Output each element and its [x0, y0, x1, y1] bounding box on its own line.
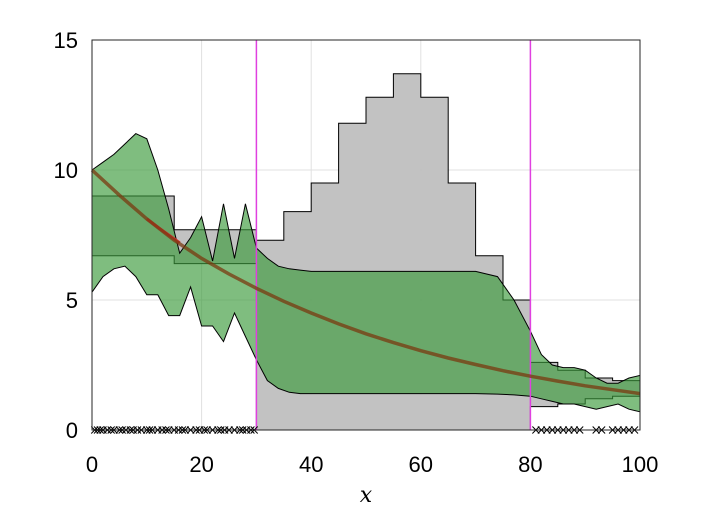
mean-line [90, 168, 641, 396]
y-tick-labels: 0 5 10 15 [54, 28, 78, 443]
plot-frame [91, 39, 641, 431]
x-axis-label: x [360, 483, 373, 508]
x-tick-label-100: 100 [622, 452, 659, 477]
vertical-lines [255, 40, 532, 430]
x-tick-label-60: 60 [409, 452, 433, 477]
x-tick-label-80: 80 [518, 452, 542, 477]
y-tick-label-5: 5 [66, 288, 78, 313]
x-tick-label-20: 20 [189, 452, 213, 477]
y-tick-label-0: 0 [66, 418, 78, 443]
x-tick-label-40: 40 [299, 452, 323, 477]
y-tick-label-10: 10 [54, 158, 78, 183]
x-tick-label-0: 0 [86, 452, 98, 477]
curves [90, 168, 641, 396]
x-tick-labels: 0 20 40 60 80 100 [86, 452, 658, 477]
y-tick-label-15: 15 [54, 28, 78, 53]
